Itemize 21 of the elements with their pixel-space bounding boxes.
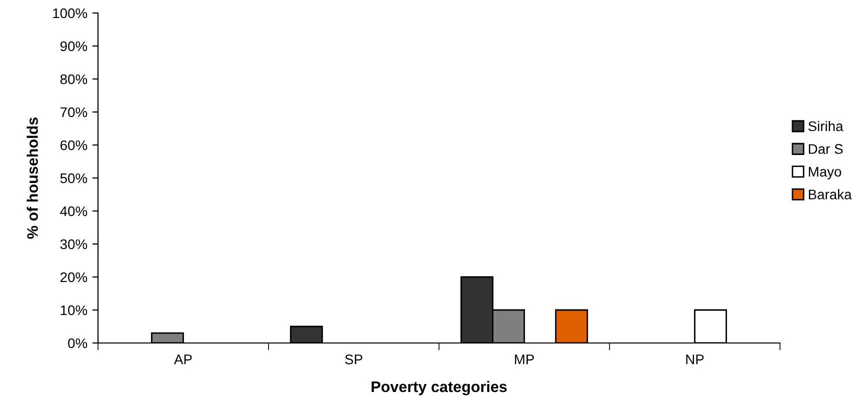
y-tick-label: 40% xyxy=(60,206,88,216)
y-tick-label: 20% xyxy=(60,272,88,282)
x-tick-label: SP xyxy=(345,354,362,364)
legend-label: Siriha xyxy=(808,120,844,132)
y-tick-label: 60% xyxy=(60,140,88,150)
legend-label: Baraka xyxy=(808,189,852,200)
y-tick-label: 0% xyxy=(68,338,88,348)
x-tick-label: MP xyxy=(514,354,534,364)
y-tick-label: 10% xyxy=(60,305,88,316)
y-tick-label: 90% xyxy=(60,41,88,52)
x-axis-title: Poverty categories xyxy=(372,380,507,396)
x-tick-label: AP xyxy=(174,354,192,364)
y-tick-label: 100% xyxy=(53,8,88,18)
legend-label: Dar S xyxy=(808,144,843,154)
y-tick-label: 30% xyxy=(60,239,88,250)
x-tick-label: NP xyxy=(686,354,704,364)
y-tick-label: 50% xyxy=(60,173,88,184)
legend-label: Mayo xyxy=(808,166,842,180)
y-tick-label: 70% xyxy=(60,107,88,118)
y-axis-title: % of households xyxy=(26,118,38,239)
y-tick-label: 80% xyxy=(60,74,88,84)
